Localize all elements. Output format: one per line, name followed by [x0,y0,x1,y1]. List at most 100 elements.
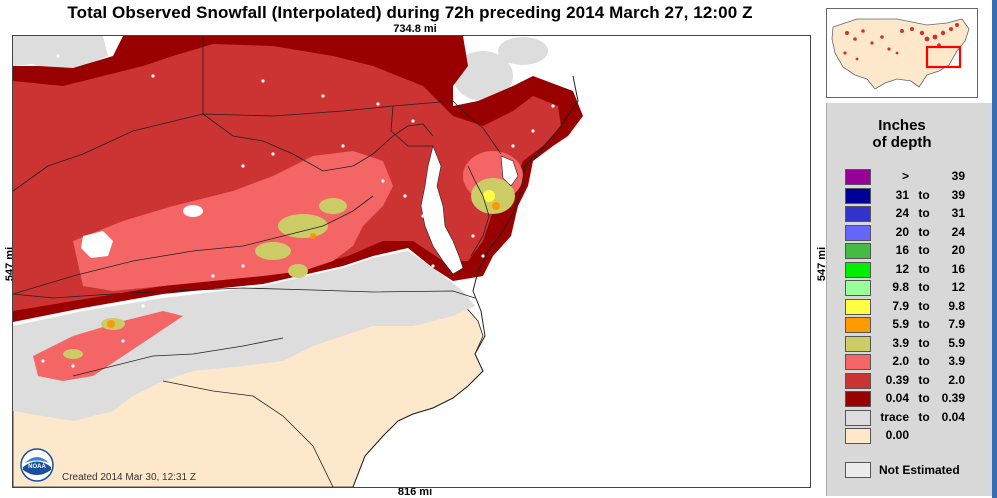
legend-range-low: 12 [895,261,909,276]
olive-patch [255,242,291,260]
trace-region-north [13,36,108,71]
legend-range-to: to [918,317,930,331]
legend-swatch [845,280,871,296]
legend-title-line1: Inches [878,117,926,134]
legend-range-high: 31 [951,206,965,220]
legend-range-to: to [918,280,930,294]
legend-range-low: 24 [895,206,909,220]
legend-swatch [845,206,871,222]
olive-patch [288,264,308,278]
legend-swatch [845,372,871,389]
inset-locator-map[interactable] [826,8,978,98]
legend-swatch [845,187,871,204]
legend-row: 31 to 39 [845,187,975,205]
light-red-region [73,151,393,291]
legend-range-high: 5.9 [948,335,965,350]
legend-range-high: 16 [951,261,965,276]
state-borders [13,36,502,487]
created-timestamp: Created 2014 Mar 30, 12:31 Z [62,472,196,483]
legend-row: 0.00 [845,428,975,445]
legend-range-to: to [918,391,930,405]
legend-swatch [845,169,871,185]
legend-range-high: 39 [951,169,965,183]
legend-range-to: to [918,206,930,220]
yellow-spot [483,190,495,202]
legend-range-high: 20 [951,243,965,257]
legend-range-low: 16 [895,243,909,257]
legend-range-to: to [918,409,930,424]
legend-range-high: 0.39 [941,391,965,405]
delaware-bay [500,155,519,187]
legend-row: 7.9 to 9.8 [845,298,975,316]
legend-swatch [845,243,871,259]
orange-spot [492,202,500,210]
legend-row: 2.0 to 3.9 [845,354,975,371]
trace-patch [498,37,548,65]
legend-row: trace to 0.04 [845,409,975,427]
coastline [352,75,579,487]
legend-range-low: trace [880,409,909,424]
legend-swatch-not-estimated [845,462,871,478]
legend-range-high: 24 [951,224,965,239]
olive-patch [319,198,347,214]
legend-range-high: 7.9 [948,317,965,331]
not-estimated-patch [81,231,113,258]
noaa-logo-text: NOAA [28,464,46,470]
legend-range-to: to [918,335,930,350]
legend-swatch [845,391,871,407]
legend-range-low: 3.9 [892,335,909,350]
legend-row: >39 [845,169,975,186]
legend-row: 5.9 to 7.9 [845,317,975,334]
legend-range-high: 3.9 [948,354,965,368]
legend-row: 0.04 to 0.39 [845,391,975,408]
orange-spot [310,233,316,239]
legend-panel: Inches of depth >39 31 to 39 24 to 31 20 to 24 16 t… [826,103,997,496]
distance-bottom-label: 816 mi [397,486,433,498]
legend-range-to: to [918,187,930,202]
legend-title-line2: of depth [872,134,932,151]
legend-range-low: 7.9 [892,298,909,313]
distance-top-label: 734.8 mi [393,23,437,35]
legend-swatch [845,354,871,370]
legend-range-to: to [918,224,930,239]
legend-range-to: to [918,354,930,368]
legend-row: 3.9 to 5.9 [845,335,975,353]
olive-patch [63,349,83,359]
legend-range-high: 39 [951,187,965,202]
legend-row: 24 to 31 [845,206,975,223]
legend-range-low: 0.04 [885,391,909,405]
inset-extent-box [925,45,962,69]
legend-swatch [845,409,871,426]
light-red-region-sw [33,311,183,381]
legend-row: 12 to 16 [845,261,975,279]
legend-swatch [845,224,871,241]
legend-range-low: 20 [895,224,909,239]
legend-range-low: > [901,169,909,183]
legend-range-low: 9.8 [892,280,909,294]
legend-range-high: 2.0 [948,372,965,387]
legend-range-low: 0.39 [885,372,909,387]
legend-range-low: 2.0 [892,354,909,368]
inset-snow-dots [843,23,959,61]
window-edge-bar [992,0,997,498]
snowfall-map-svg [13,36,810,487]
legend-not-estimated-label: Not Estimated [879,463,960,477]
trace-region [13,251,475,421]
orange-spot [107,320,115,328]
snowfall-map[interactable] [12,35,811,488]
legend-swatch [845,335,871,352]
legend-swatch [845,298,871,315]
legend-range-low: 0.00 [885,428,909,442]
legend-title: Inches of depth [827,117,977,151]
legend-swatch [845,261,871,278]
legend-range-to: to [918,372,930,387]
legend-range-low: 31 [895,187,909,202]
station-dots [41,54,555,368]
legend-range-high: 9.8 [948,298,965,313]
legend-row: 9.8 to 12 [845,280,975,297]
legend-range-to: to [918,243,930,257]
inset-map-svg [827,9,977,97]
legend-range-to: to [918,298,930,313]
trace-patch [453,51,513,101]
legend-range-to: to [918,261,930,276]
